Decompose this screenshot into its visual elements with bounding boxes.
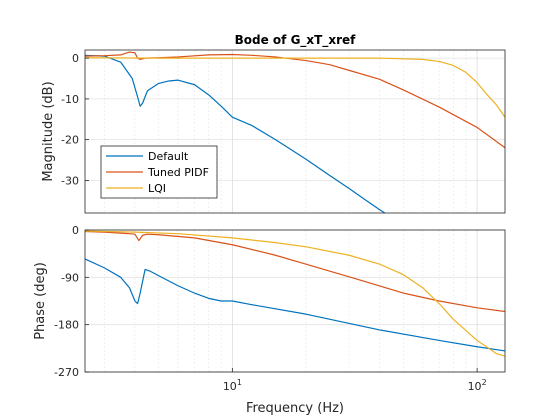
series-line-tuned-pidf xyxy=(85,230,505,313)
magnitude-panel: 0 -10 -20 -30 Bode of G_xT_xref Magnitude (… xyxy=(41,33,506,214)
y-tick-label: -270 xyxy=(54,366,79,379)
magnitude-y-axis-label: Magnitude (dB) xyxy=(41,81,56,181)
legend-label-tuned-pidf: Tuned PIDF xyxy=(147,166,209,179)
magnitude-series xyxy=(85,51,505,213)
y-tick-label: -180 xyxy=(54,319,79,332)
series-line-lqi xyxy=(85,230,505,357)
phase-y-ticks: 0 -90 -180 -270 xyxy=(54,224,89,379)
phase-y-axis-label: Phase (deg) xyxy=(33,262,48,340)
series-line-lqi xyxy=(85,57,505,118)
phase-series xyxy=(85,230,505,357)
y-tick-label: -10 xyxy=(61,93,79,106)
series-line-default xyxy=(85,258,505,352)
x-tick-label: 102 xyxy=(468,378,487,393)
y-tick-label: -20 xyxy=(61,134,79,147)
chart-title: Bode of G_xT_xref xyxy=(235,33,357,48)
phase-x-ticks: 101 102 xyxy=(223,368,487,393)
y-tick-label: -90 xyxy=(61,271,79,284)
magnitude-y-ticks: 0 -10 -20 -30 xyxy=(61,52,89,187)
y-tick-label: 0 xyxy=(72,52,79,65)
series-line-default xyxy=(85,54,386,213)
phase-plot-area xyxy=(85,230,505,372)
y-tick-label: -30 xyxy=(61,174,79,187)
y-tick-label: 0 xyxy=(72,224,79,237)
x-tick-label: 101 xyxy=(223,378,242,393)
phase-plot-border xyxy=(84,229,506,373)
legend-label-lqi: LQI xyxy=(148,182,166,195)
x-axis-label: Frequency (Hz) xyxy=(246,401,344,416)
series-line-tuned-pidf xyxy=(85,51,505,149)
legend-label-default: Default xyxy=(148,150,189,163)
legend: Default Tuned PIDF LQI xyxy=(100,145,218,199)
magnitude-plot-border xyxy=(84,49,506,214)
phase-panel: 0 -90 -180 -270 101 102 Phase (deg) Frequenc… xyxy=(33,224,506,416)
